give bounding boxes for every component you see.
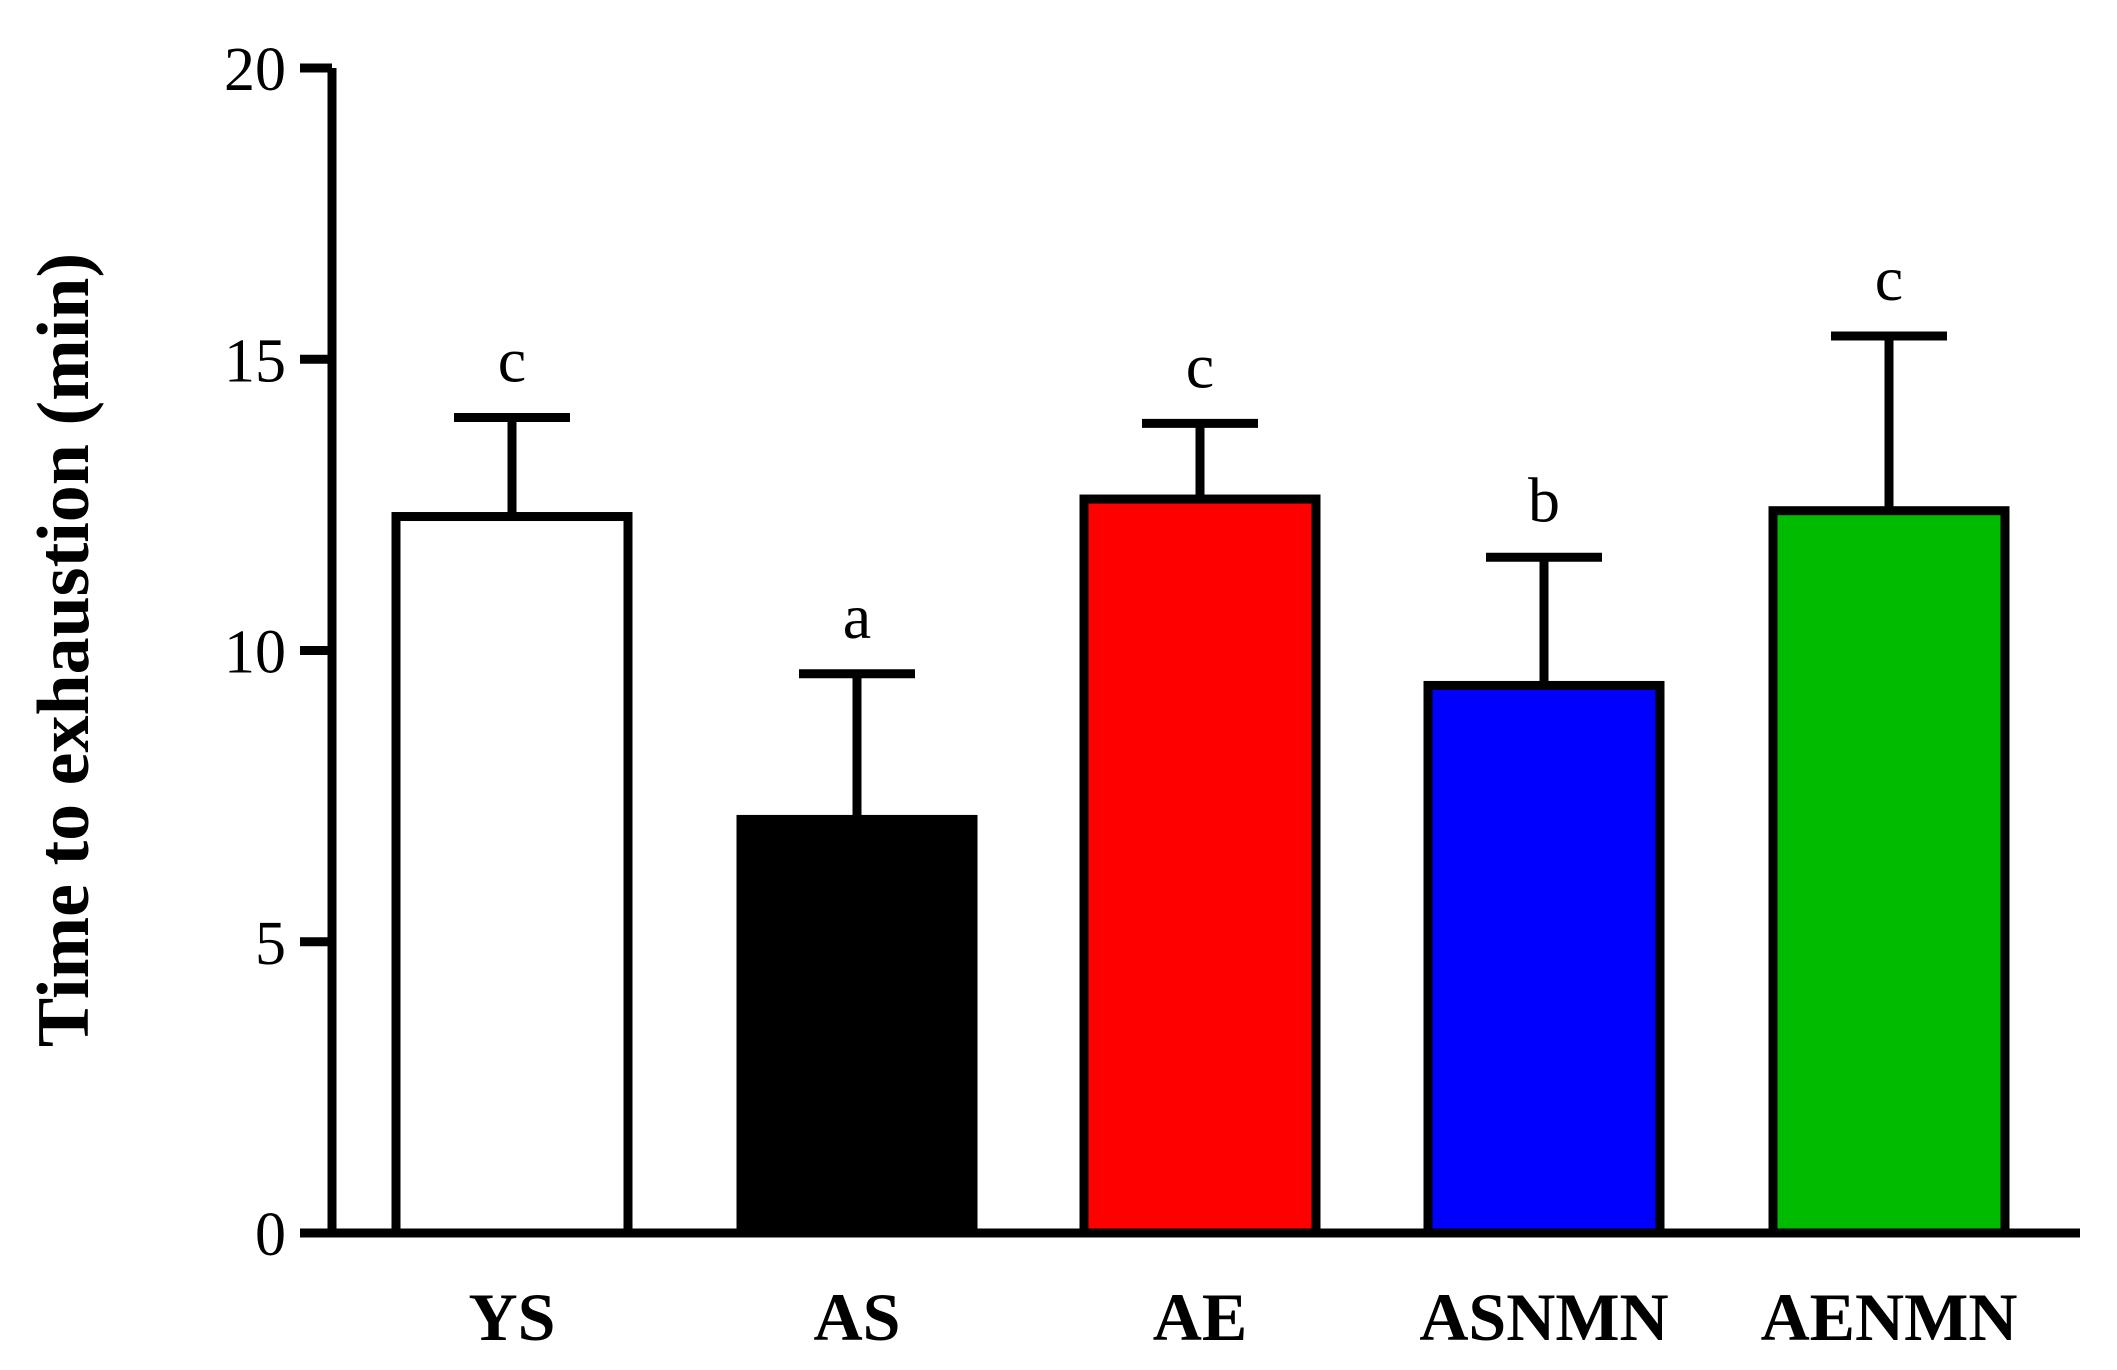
y-tick-label: 0 — [255, 1201, 286, 1269]
y-tick-label: 15 — [224, 327, 286, 395]
category-label: YS — [469, 1279, 556, 1355]
significance-label: c — [498, 325, 526, 396]
category-label: AE — [1153, 1279, 1247, 1355]
category-label: AS — [814, 1279, 901, 1355]
significance-label: c — [1875, 243, 1903, 314]
bar-aenmn — [1768, 506, 2010, 1238]
y-tick-label: 5 — [255, 910, 286, 978]
significance-label: b — [1528, 464, 1560, 535]
category-label: AENMN — [1761, 1279, 2018, 1355]
bar-asnmn — [1423, 680, 1665, 1238]
y-axis-title: Time to exhaustion (min) — [23, 253, 105, 1047]
bar-as — [736, 814, 978, 1238]
significance-label: a — [843, 581, 871, 652]
significance-label: c — [1186, 330, 1214, 401]
bars-layer: c a c b c — [391, 243, 2010, 1238]
y-ticks: 0 5 10 15 20 — [224, 36, 332, 1269]
bar-ae — [1079, 494, 1321, 1238]
category-labels: YS AS AE ASNMN AENMN — [469, 1279, 2018, 1355]
y-tick-label: 10 — [224, 619, 286, 687]
bar-ys — [391, 512, 633, 1238]
y-tick-label: 20 — [224, 36, 286, 104]
category-label: ASNMN — [1419, 1279, 1668, 1355]
